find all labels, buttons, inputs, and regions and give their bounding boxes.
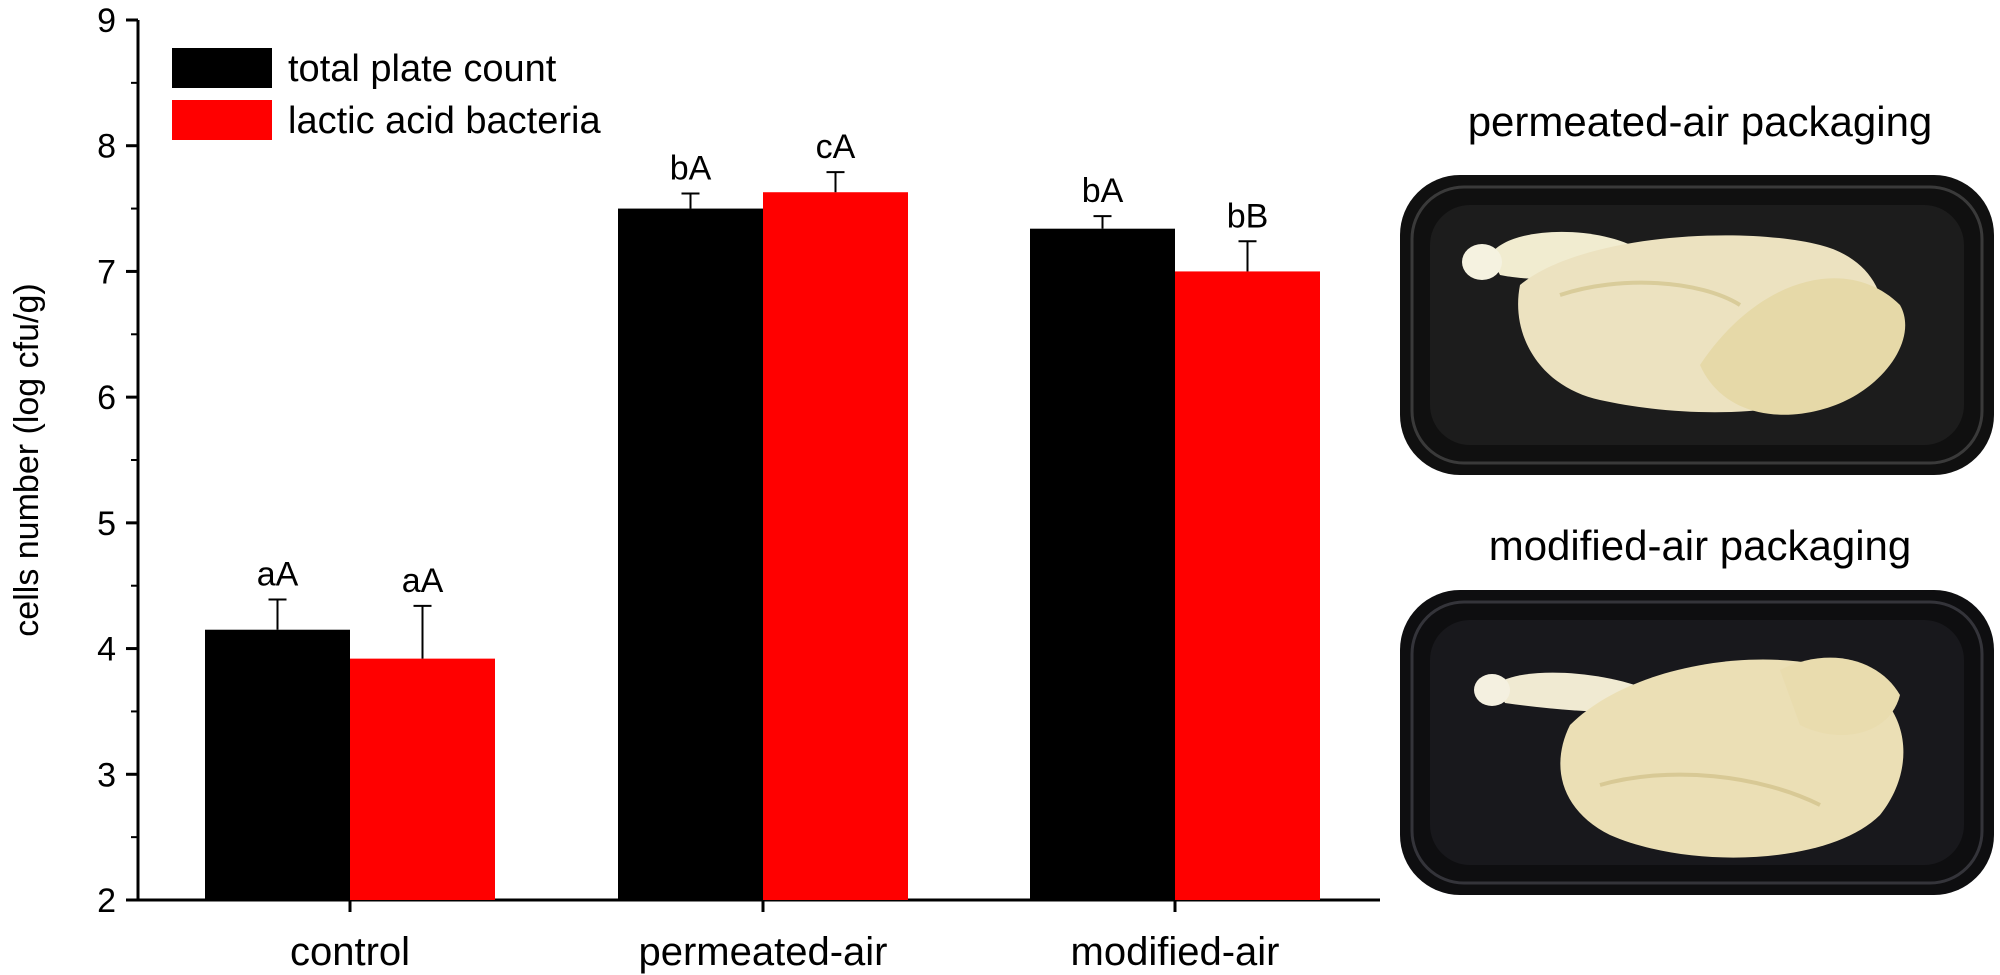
- significance-label: bA: [1082, 172, 1124, 210]
- y-axis-label: cells number (log cfu/g): [8, 283, 46, 636]
- legend-label: lactic acid bacteria: [288, 100, 601, 142]
- y-tick-label: 2: [97, 882, 116, 920]
- photo-title-modified: modified-air packaging: [1488, 522, 1912, 569]
- x-tick-label: modified-air: [1071, 930, 1280, 974]
- photo-title-permeated: permeated-air packaging: [1467, 98, 1933, 145]
- significance-label: aA: [402, 562, 444, 600]
- packaged-chicken-photo-modified: [1400, 590, 1994, 895]
- y-tick-label: 4: [97, 631, 116, 669]
- bar-lactic-acid-bacteria: [1175, 271, 1320, 900]
- legend-swatch: [172, 48, 272, 88]
- significance-label: aA: [257, 556, 299, 594]
- bar-lactic-acid-bacteria: [763, 192, 908, 900]
- legend-swatch: [172, 100, 272, 140]
- bar-total-plate-count: [618, 208, 763, 901]
- packaged-chicken-photo-permeated: [1400, 175, 1994, 475]
- bar-total-plate-count: [205, 629, 350, 900]
- significance-label: bA: [670, 149, 712, 187]
- significance-label: bB: [1227, 197, 1269, 235]
- legend-label: total plate count: [288, 48, 557, 90]
- x-tick-label: permeated-air: [638, 930, 887, 974]
- bar-total-plate-count: [1030, 228, 1175, 900]
- y-tick-label: 6: [97, 379, 116, 417]
- significance-label: cA: [816, 128, 856, 166]
- chart-bars: aA aA bA cA bA bB: [205, 128, 1320, 901]
- chart-legend: total plate count lactic acid bacteria: [172, 48, 601, 142]
- chart-axes: 2 3 4 5 6 7 8 9 cells number (log cfu/g) control p…: [8, 2, 1380, 974]
- y-tick-label: 9: [97, 2, 116, 40]
- y-tick-label: 3: [97, 756, 116, 794]
- y-tick-label: 7: [97, 253, 116, 291]
- x-tick-label: control: [290, 930, 410, 974]
- y-tick-label: 8: [97, 128, 116, 166]
- y-tick-label: 5: [97, 505, 116, 543]
- bar-lactic-acid-bacteria: [350, 658, 495, 900]
